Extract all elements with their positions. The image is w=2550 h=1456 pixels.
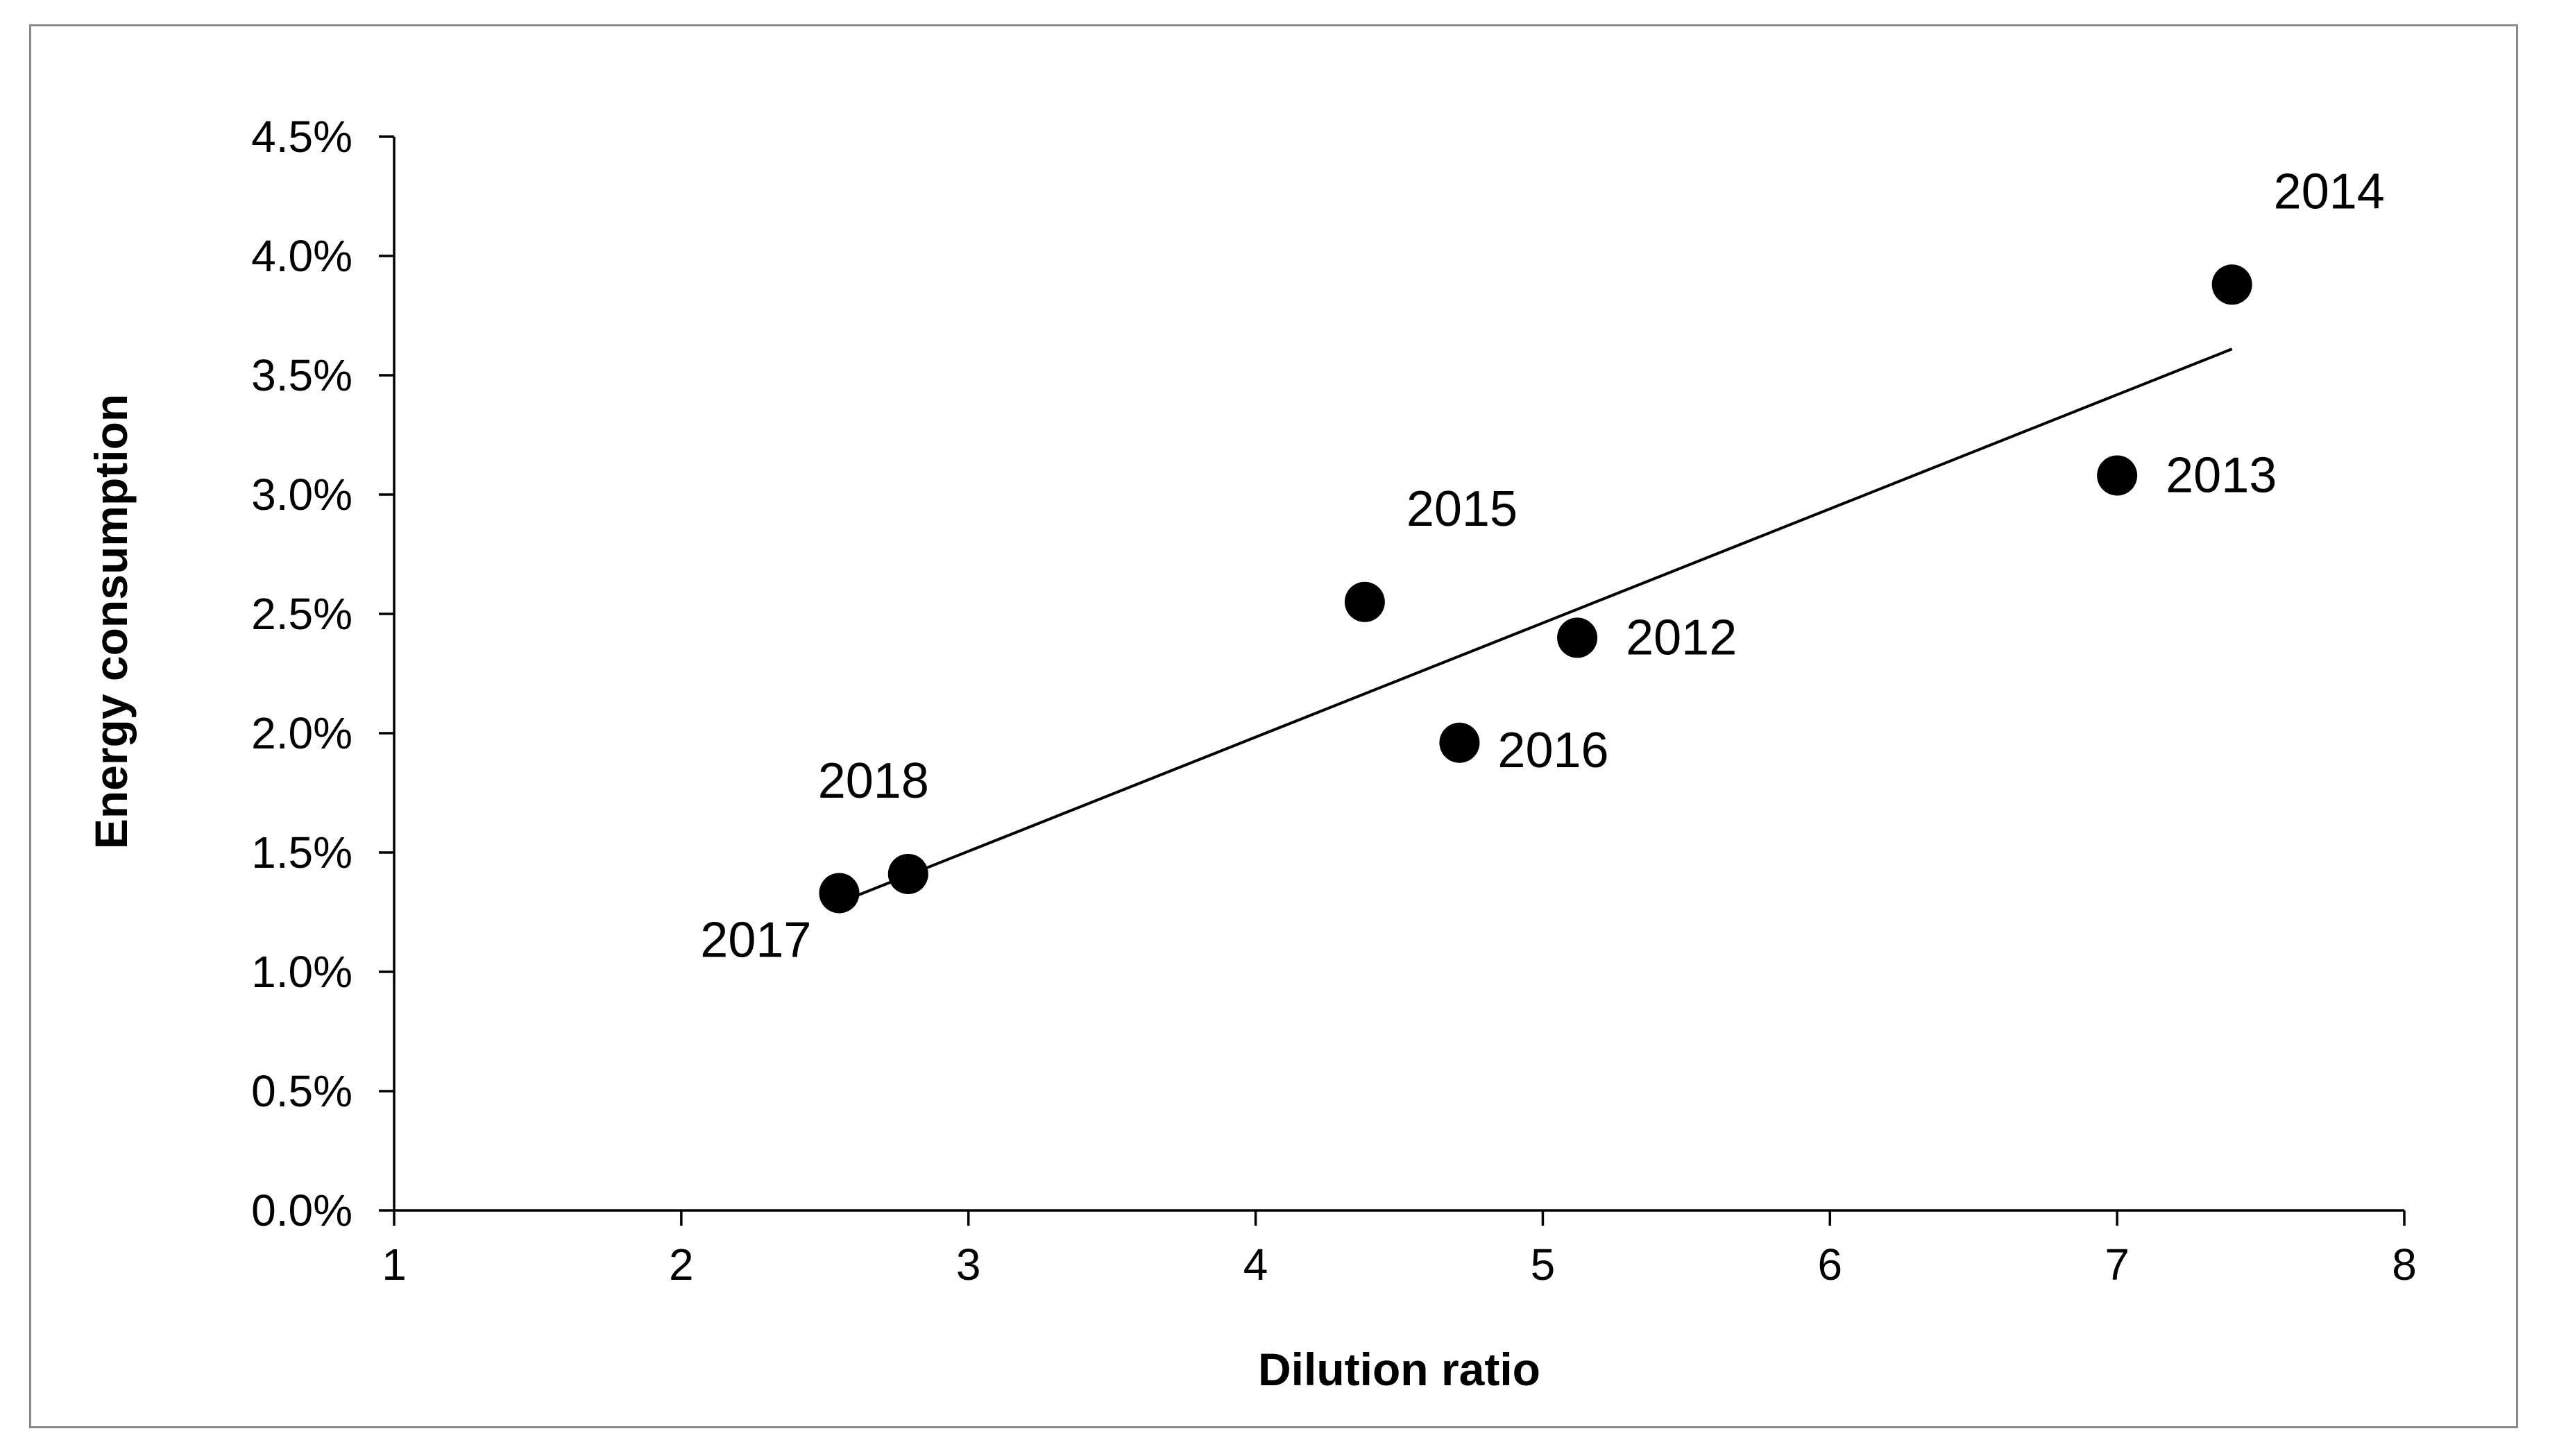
- y-axis-title: Energy consumption: [85, 394, 137, 849]
- data-point-2014: [2211, 264, 2252, 305]
- data-point-2015: [1344, 581, 1385, 622]
- chart-frame: [29, 24, 2518, 1428]
- point-label-2013: 2013: [2166, 447, 2277, 503]
- trendline-group: [838, 348, 2233, 905]
- y-tick-label: 2.0%: [251, 708, 352, 758]
- trendline: [838, 348, 2233, 905]
- data-point-2018: [887, 853, 928, 894]
- y-tick-label: 1.0%: [251, 947, 352, 997]
- x-tick-label: 8: [2392, 1240, 2417, 1290]
- x-tick-label: 3: [956, 1240, 981, 1290]
- point-label-2012: 2012: [1626, 610, 1737, 665]
- points-group: [819, 264, 2252, 914]
- data-point-2017: [819, 873, 860, 914]
- x-tick-label: 6: [1817, 1240, 1842, 1290]
- y-tick-label: 2.5%: [251, 589, 352, 639]
- y-tick-label: 4.0%: [251, 231, 352, 281]
- data-point-2013: [2097, 455, 2138, 496]
- x-tick-label: 4: [1243, 1240, 1268, 1290]
- point-label-2018: 2018: [818, 753, 929, 809]
- data-point-2012: [1557, 617, 1598, 658]
- point-label-2016: 2016: [1497, 723, 1608, 778]
- point-label-2017: 2017: [700, 912, 811, 968]
- x-tick-label: 2: [669, 1240, 694, 1290]
- y-tick-label: 4.5%: [251, 112, 352, 162]
- y-tick-label: 0.0%: [251, 1185, 352, 1235]
- point-label-2014: 2014: [2274, 164, 2385, 219]
- x-tick-label: 7: [2105, 1240, 2130, 1290]
- data-point-2016: [1439, 722, 1480, 763]
- x-tick-label: 1: [382, 1240, 407, 1290]
- point-label-2015: 2015: [1406, 481, 1518, 537]
- point-labels-group: 2012 2013 2014 2015 2016 2017 2018: [700, 164, 2385, 968]
- y-tick-label: 3.5%: [251, 350, 352, 400]
- y-tick-label: 1.5%: [251, 828, 352, 877]
- y-tick-label: 0.5%: [251, 1066, 352, 1116]
- x-tick-label: 5: [1531, 1240, 1556, 1290]
- x-axis-title: Dilution ratio: [1258, 1344, 1540, 1395]
- axes: 1 2 3 4 5 6 7 8 0.0% 0.5% 1.0% 1.5% 2.0% 2.5% 3.0% 3.5%…: [251, 112, 2417, 1290]
- y-tick-label: 3.0%: [251, 470, 352, 520]
